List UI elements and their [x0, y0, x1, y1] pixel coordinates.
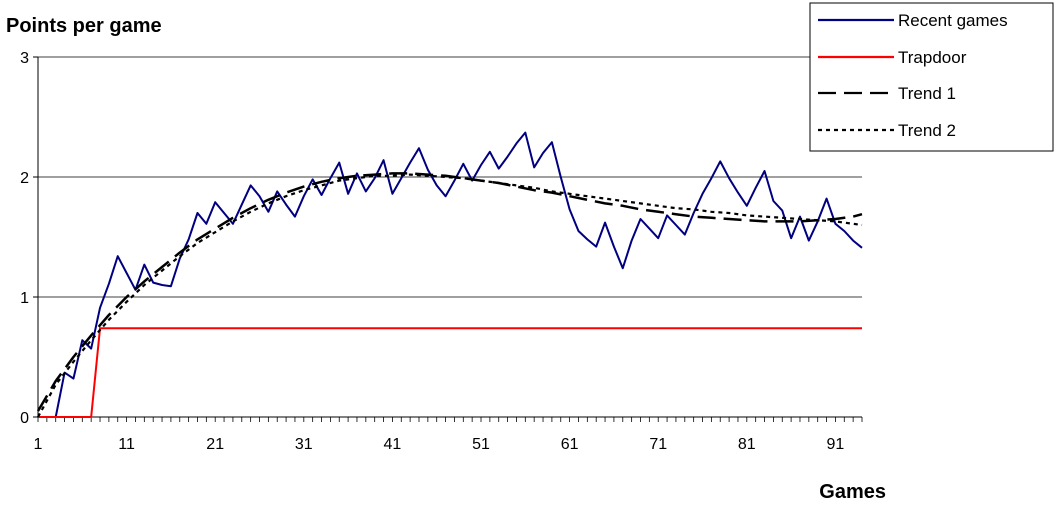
x-tick-label: 71 — [649, 436, 667, 453]
y-tick-label: 2 — [20, 170, 29, 187]
x-tick-label: 31 — [295, 436, 313, 453]
x-tick-label: 41 — [384, 436, 402, 453]
series-line-trend-1 — [36, 172, 863, 412]
y-tick-label: 1 — [20, 290, 29, 307]
x-axis: 1 11 21 31 41 51 61 71 81 91 — [34, 416, 863, 453]
x-axis-label: Games — [819, 481, 886, 503]
series-line-trapdoor — [38, 327, 862, 418]
legend-label: Trend 2 — [898, 121, 956, 140]
y-axis: 0 1 2 3 — [20, 50, 39, 427]
x-tick-label: 21 — [206, 436, 224, 453]
legend-label: Recent games — [898, 11, 1008, 30]
chart-title: Points per game — [6, 15, 162, 37]
x-tick-label: 11 — [118, 436, 135, 453]
y-tick-label: 0 — [20, 410, 29, 427]
x-tick-label: 91 — [827, 436, 845, 453]
y-tick-label: 3 — [20, 50, 29, 67]
x-tick-label: 61 — [561, 436, 579, 453]
series-line-recent-games — [38, 131, 863, 418]
series-line-trend-2 — [37, 173, 863, 418]
x-tick-label: 51 — [472, 436, 490, 453]
legend: Recent games Trapdoor Trend 1 Trend 2 — [809, 2, 1054, 152]
legend-label: Trend 1 — [898, 84, 956, 103]
x-tick-label: 1 — [34, 436, 43, 453]
series-group — [36, 131, 863, 418]
legend-label: Trapdoor — [898, 48, 967, 67]
legend-box — [809, 2, 1054, 152]
x-tick-label: 81 — [738, 436, 756, 453]
